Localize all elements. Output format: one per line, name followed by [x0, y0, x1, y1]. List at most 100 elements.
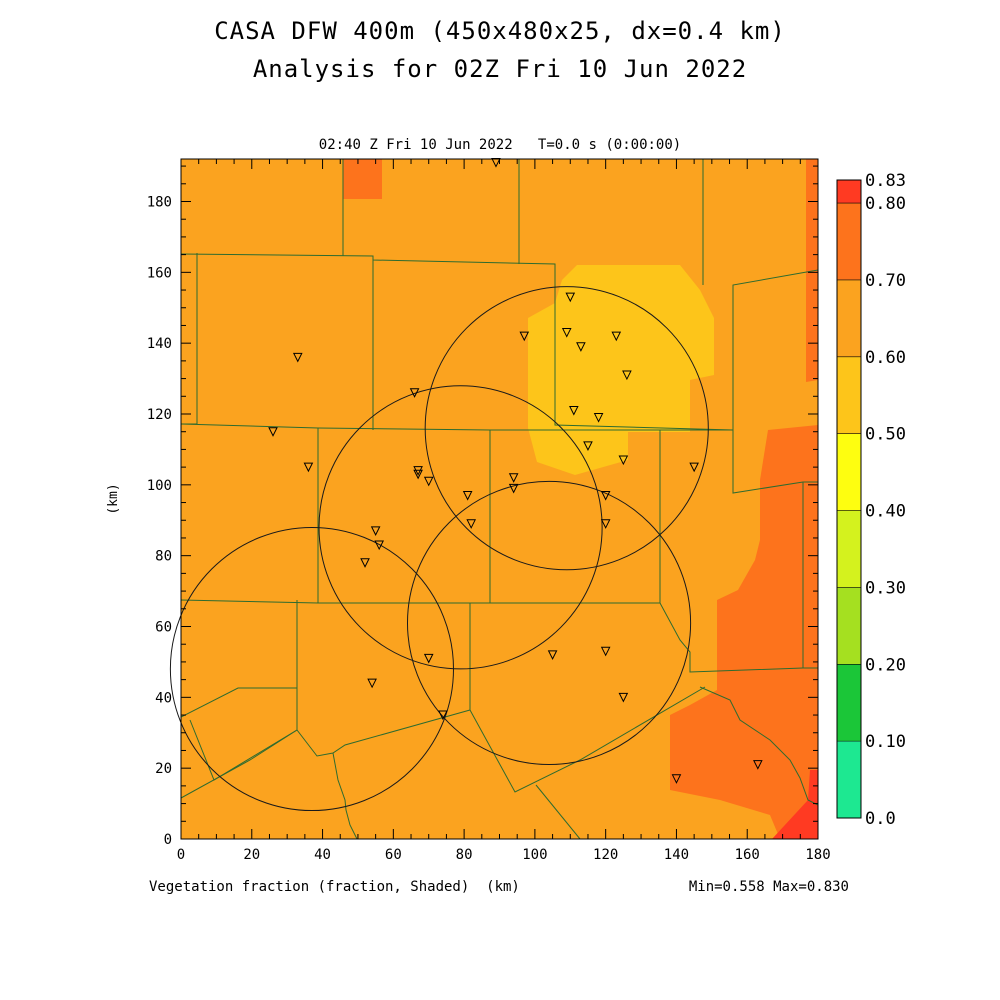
colorbar-label: 0.60: [865, 348, 906, 368]
x-tick-label: 60: [385, 847, 402, 863]
y-tick-label: 40: [155, 690, 172, 706]
colorbar-band: [837, 741, 861, 818]
boundary-line: [189, 709, 471, 781]
colorbar-band: [837, 180, 861, 204]
station-marker: [593, 413, 604, 423]
y-tick-label: 0: [164, 832, 172, 848]
x-tick-label: 180: [805, 847, 830, 863]
x-tick-label: 40: [314, 847, 331, 863]
station-marker: [547, 650, 558, 660]
station-marker: [438, 710, 448, 721]
field-low-patch-central: [528, 265, 714, 475]
boundary-line: [699, 686, 818, 806]
colorbar-band: [837, 279, 861, 357]
min-max-label: Min=0.558 Max=0.830: [689, 879, 849, 895]
station-marker: [360, 558, 370, 568]
colorbar-label: 0.0: [865, 809, 896, 829]
station-marker: [423, 653, 434, 664]
title-line-2: Analysis for 02Z Fri 10 Jun 2022: [252, 55, 748, 83]
station-marker: [423, 476, 434, 487]
colorbar-label: 0.10: [865, 732, 906, 752]
station-marker: [600, 490, 611, 501]
y-tick-label: 120: [147, 407, 172, 423]
station-marker: [303, 462, 314, 473]
boundary-line: [535, 784, 581, 839]
boundary-line: [181, 423, 733, 431]
boundary-line: [332, 752, 358, 839]
colorbar: 0.83 0.80 0.70 0.60 0.50 0.40 0.30 0.20 0.10 0.0: [836, 171, 906, 829]
station-marker: [374, 540, 384, 551]
colorbar-label: 0.80: [865, 194, 906, 214]
y-tick-label: 100: [147, 478, 172, 494]
station-marker: [565, 292, 576, 303]
station-marker: [462, 490, 473, 501]
radar-ring: [406, 480, 692, 766]
station-marker: [576, 342, 586, 352]
station-marker: [508, 473, 519, 483]
station-marker: [367, 678, 377, 689]
station-marker: [508, 483, 519, 494]
colorbar-frame: [836, 179, 862, 819]
station-marker: [600, 519, 611, 529]
colorbar-band: [837, 664, 861, 742]
station-marker: [466, 519, 476, 529]
station-marker: [561, 328, 572, 338]
y-tick-label: 160: [147, 265, 172, 281]
y-tick-label: 140: [147, 336, 172, 352]
field-label: Vegetation fraction (fraction, Shaded) (…: [149, 879, 520, 895]
station-marker: [569, 405, 579, 416]
field-high-patch-north: [343, 159, 382, 199]
station-marker: [622, 370, 632, 381]
colorbar-band: [837, 587, 861, 665]
station-marker: [292, 352, 303, 363]
station-marker: [611, 331, 622, 342]
y-tick-label: 20: [155, 761, 172, 777]
colorbar-label: 0.50: [865, 425, 906, 445]
x-tick-label: 160: [735, 847, 760, 863]
boundary-line: [181, 599, 660, 604]
station-marker: [600, 646, 611, 657]
station-marker: [671, 774, 682, 784]
station-marker: [583, 441, 593, 451]
county-boundaries: [181, 159, 818, 839]
x-tick-label: 20: [243, 847, 260, 863]
colorbar-label: 0.70: [865, 271, 906, 291]
title-line-1: CASA DFW 400m (450x480x25, dx=0.4 km): [214, 17, 786, 45]
radar-range-rings: [169, 286, 709, 812]
y-tick-label: 60: [155, 620, 172, 636]
colorbar-band: [837, 203, 861, 280]
axis-ticks: 0 20 40 60 80 100 120 140 160 180 0 20 40 60 80 100 120 1…: [147, 159, 831, 863]
y-axis-label: (km): [106, 483, 121, 514]
boundary-line: [181, 687, 297, 718]
colorbar-label: 0.83: [865, 171, 906, 191]
colorbar-band: [837, 433, 861, 511]
station-marker: [409, 388, 420, 398]
colorbar-label: 0.40: [865, 502, 906, 522]
station-markers: [268, 158, 763, 784]
station-marker: [519, 331, 530, 342]
colorbar-label: 0.20: [865, 655, 906, 675]
x-tick-label: 100: [522, 847, 547, 863]
plot-time-label: 02:40 Z Fri 10 Jun 2022 T=0.0 s (0:00:00…: [318, 137, 682, 153]
radar-ring: [424, 286, 709, 571]
field-high-patch-northeast: [806, 159, 818, 382]
station-marker: [618, 692, 629, 703]
colorbar-band: [837, 356, 861, 434]
colorbar-band: [837, 510, 861, 588]
station-marker: [753, 760, 763, 770]
station-marker: [618, 455, 629, 466]
boundary-line: [469, 603, 706, 793]
vegetation-field: [181, 159, 818, 839]
x-tick-label: 120: [593, 847, 618, 863]
station-marker: [689, 462, 699, 473]
station-marker: [268, 427, 278, 437]
field-high-patch-east: [670, 425, 818, 839]
x-tick-label: 80: [456, 847, 473, 863]
station-marker: [370, 526, 381, 536]
station-marker: [413, 469, 423, 480]
boundary-line: [732, 430, 818, 494]
field-highest-patch-southeast: [772, 770, 818, 839]
y-tick-label: 180: [147, 195, 172, 211]
x-tick-label: 140: [664, 847, 689, 863]
